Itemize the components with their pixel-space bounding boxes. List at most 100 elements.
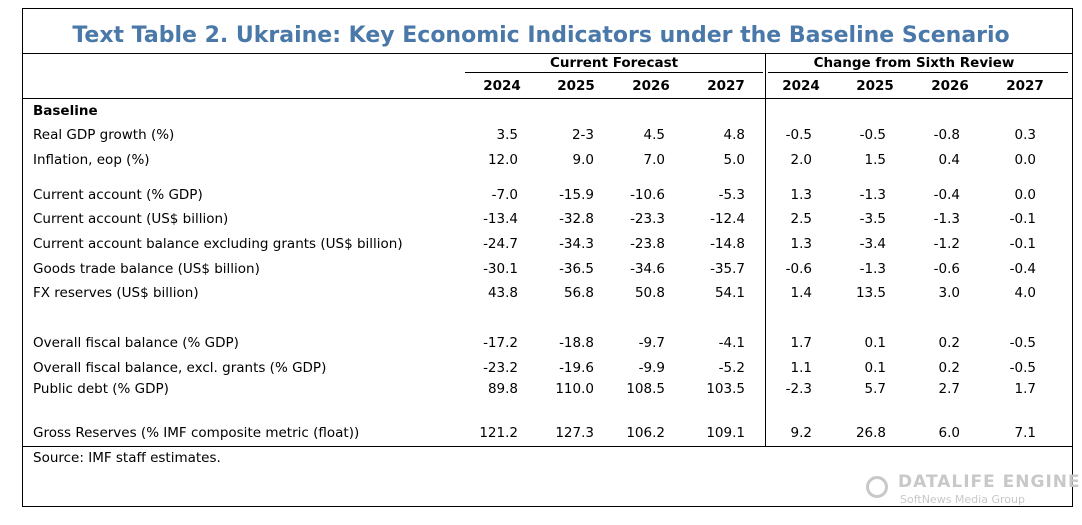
year-header: 2027 bbox=[1006, 78, 1044, 94]
cell-value: -34.6 bbox=[630, 261, 665, 277]
cell-value: 110.0 bbox=[555, 381, 594, 397]
cell-value: 109.1 bbox=[706, 425, 745, 441]
year-header: 2026 bbox=[931, 78, 969, 94]
row-label: Public debt (% GDP) bbox=[33, 381, 169, 397]
cell-value: -1.3 bbox=[933, 211, 960, 227]
cell-value: -3.5 bbox=[859, 211, 886, 227]
column-group: Change from Sixth Review bbox=[813, 55, 1015, 71]
rule bbox=[22, 98, 1073, 99]
cell-value: 127.3 bbox=[555, 425, 594, 441]
cell-value: -0.4 bbox=[933, 187, 960, 203]
row-label: Current account balance excluding grants… bbox=[33, 236, 403, 252]
cell-value: -23.2 bbox=[483, 360, 518, 376]
cell-value: 50.8 bbox=[634, 285, 665, 301]
cell-value: -15.9 bbox=[559, 187, 594, 203]
year-header: 2025 bbox=[557, 78, 595, 94]
cell-value: 0.1 bbox=[864, 335, 886, 351]
divider bbox=[765, 53, 766, 446]
cell-value: -0.1 bbox=[1009, 236, 1036, 252]
cell-value: 43.8 bbox=[487, 285, 518, 301]
cell-value: 103.5 bbox=[706, 381, 745, 397]
cell-value: -0.5 bbox=[785, 127, 812, 143]
cell-value: 4.8 bbox=[723, 127, 745, 143]
cell-value: 54.1 bbox=[714, 285, 745, 301]
cell-value: 5.0 bbox=[723, 152, 745, 168]
year-header: 2024 bbox=[782, 78, 820, 94]
cell-value: -1.2 bbox=[933, 236, 960, 252]
watermark-icon bbox=[866, 476, 888, 498]
rule bbox=[22, 53, 1073, 54]
cell-value: -0.1 bbox=[1009, 211, 1036, 227]
cell-value: -32.8 bbox=[559, 211, 594, 227]
row-label: FX reserves (US$ billion) bbox=[33, 285, 199, 301]
cell-value: -12.4 bbox=[710, 211, 745, 227]
cell-value: -5.3 bbox=[718, 187, 745, 203]
cell-value: 6.0 bbox=[938, 425, 960, 441]
cell-value: 1.3 bbox=[790, 187, 812, 203]
cell-value: 0.0 bbox=[1014, 152, 1036, 168]
cell-value: -35.7 bbox=[710, 261, 745, 277]
cell-value: 2.7 bbox=[938, 381, 960, 397]
cell-value: 0.1 bbox=[864, 360, 886, 376]
cell-value: -13.4 bbox=[483, 211, 518, 227]
column-group: Current Forecast bbox=[549, 55, 679, 71]
row-label: Current account (% GDP) bbox=[33, 187, 203, 203]
cell-value: -4.1 bbox=[718, 335, 745, 351]
cell-value: -36.5 bbox=[559, 261, 594, 277]
table-title: Text Table 2. Ukraine: Key Economic Indi… bbox=[72, 23, 1010, 48]
row-label: Real GDP growth (%) bbox=[33, 127, 175, 143]
cell-value: -0.5 bbox=[859, 127, 886, 143]
cell-value: 108.5 bbox=[626, 381, 665, 397]
watermark-subtitle: SoftNews Media Group bbox=[900, 493, 1025, 506]
cell-value: 2.5 bbox=[790, 211, 812, 227]
cell-value: -34.3 bbox=[559, 236, 594, 252]
cell-value: 7.0 bbox=[643, 152, 665, 168]
cell-value: 1.5 bbox=[864, 152, 886, 168]
cell-value: 0.2 bbox=[938, 360, 960, 376]
cell-value: 0.0 bbox=[1014, 187, 1036, 203]
cell-value: -30.1 bbox=[483, 261, 518, 277]
cell-value: 9.0 bbox=[572, 152, 594, 168]
row-label: Goods trade balance (US$ billion) bbox=[33, 261, 260, 277]
cell-value: 0.2 bbox=[938, 335, 960, 351]
cell-value: -1.3 bbox=[859, 187, 886, 203]
cell-value: -17.2 bbox=[483, 335, 518, 351]
row-label: Overall fiscal balance (% GDP) bbox=[33, 335, 239, 351]
cell-value: 0.4 bbox=[938, 152, 960, 168]
row-label: Overall fiscal balance, excl. grants (% … bbox=[33, 360, 327, 376]
cell-value: -0.6 bbox=[933, 261, 960, 277]
cell-value: -23.8 bbox=[630, 236, 665, 252]
cell-value: 3.0 bbox=[938, 285, 960, 301]
cell-value: -2.3 bbox=[785, 381, 812, 397]
cell-value: 0.3 bbox=[1014, 127, 1036, 143]
cell-value: 12.0 bbox=[487, 152, 518, 168]
cell-value: -18.8 bbox=[559, 335, 594, 351]
cell-value: 26.8 bbox=[855, 425, 886, 441]
cell-value: 56.8 bbox=[563, 285, 594, 301]
cell-value: -0.6 bbox=[785, 261, 812, 277]
cell-value: -3.4 bbox=[859, 236, 886, 252]
cell-value: 89.8 bbox=[487, 381, 518, 397]
year-header: 2027 bbox=[707, 78, 745, 94]
cell-value: -10.6 bbox=[630, 187, 665, 203]
cell-value: 1.7 bbox=[790, 335, 812, 351]
cell-value: 1.1 bbox=[790, 360, 812, 376]
cell-value: 2.0 bbox=[790, 152, 812, 168]
year-header: 2024 bbox=[483, 78, 521, 94]
cell-value: 106.2 bbox=[626, 425, 665, 441]
cell-value: -9.7 bbox=[638, 335, 665, 351]
cell-value: -0.5 bbox=[1009, 360, 1036, 376]
cell-value: 4.5 bbox=[643, 127, 665, 143]
cell-value: -23.3 bbox=[630, 211, 665, 227]
cell-value: 1.3 bbox=[790, 236, 812, 252]
cell-value: 121.2 bbox=[479, 425, 518, 441]
cell-value: -0.5 bbox=[1009, 335, 1036, 351]
cell-value: -24.7 bbox=[483, 236, 518, 252]
cell-value: 13.5 bbox=[855, 285, 886, 301]
rule bbox=[465, 72, 763, 73]
year-header: 2026 bbox=[632, 78, 670, 94]
cell-value: -5.2 bbox=[718, 360, 745, 376]
section-label: Baseline bbox=[33, 103, 98, 119]
cell-value: -9.9 bbox=[638, 360, 665, 376]
